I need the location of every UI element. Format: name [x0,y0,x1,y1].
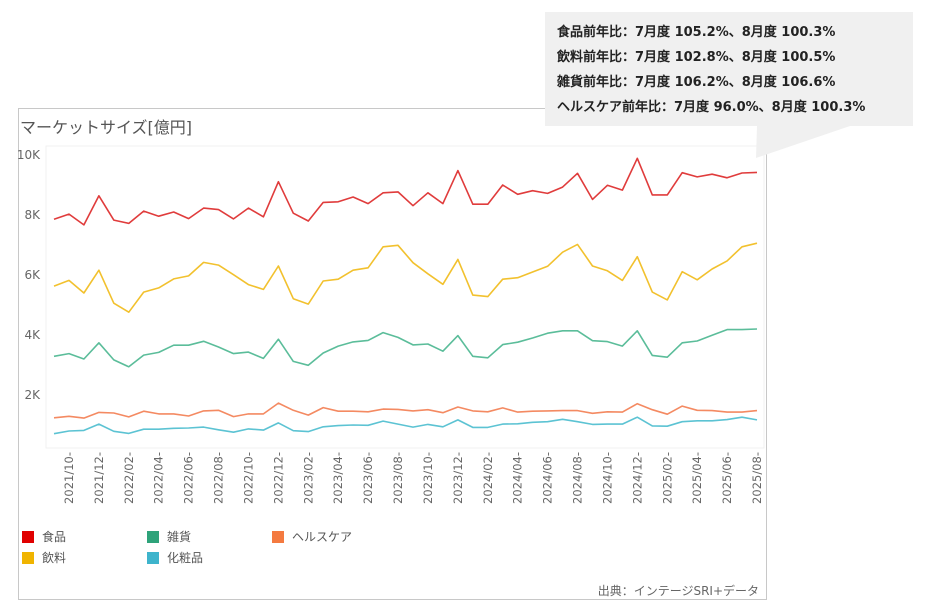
callout-line-food: 食品前年比：7月度 105.2%、8月度 100.3% [557,25,836,40]
y-tick-label: 6K [24,268,41,282]
callout-line-healthcare: ヘルスケア前年比：7月度 96.0%、8月度 100.3% [557,100,866,115]
legend-swatch [147,530,159,543]
y-tick-label: 4K [24,328,41,342]
x-tick-label: 2022/02- [122,452,136,504]
chart-frame [18,108,767,600]
x-tick-label: 2023/10- [421,452,435,504]
x-tick-label: 2024/04- [511,452,525,504]
legend-item-healthcare[interactable]: ヘルスケア [272,528,352,545]
x-tick-label: 2021/12- [92,452,106,504]
x-tick-label: 2024/08- [571,452,585,504]
series-line-化粧品[interactable] [53,416,758,435]
legend-swatch [272,530,284,543]
x-tick-label: 2023/02- [301,452,315,504]
x-tick-label: 2025/02- [660,452,674,504]
x-tick-label: 2025/04- [690,452,704,504]
legend-item-food[interactable]: 食品 [22,528,66,545]
x-tick-label: 2022/10- [241,452,255,504]
x-axis: 2021/10- 2021/12- 2022/02- 2022/04- 2022/06-… [62,452,764,504]
x-tick-label: 2023/12- [451,452,465,504]
x-tick-label: 2025/08- [750,452,764,504]
chart-title: マーケットサイズ[億円] [20,118,193,137]
legend-item-cosmetics[interactable]: 化粧品 [147,549,203,566]
legend-swatch [22,530,34,543]
legend-label: 雑貨 [167,530,192,544]
series-line-飲料[interactable] [53,242,758,314]
x-tick-label: 2025/06- [720,452,734,504]
legend-swatch [147,551,159,564]
y-tick-label: 10K [17,148,41,162]
x-tick-label: 2022/04- [152,452,166,504]
x-tick-label: 2024/10- [600,452,614,504]
x-tick-label: 2024/02- [481,452,495,504]
callout-line-sundries: 雑貨前年比：7月度 106.2%、8月度 106.6% [557,75,836,90]
legend-label: 化粧品 [167,551,204,565]
yoy-callout: 食品前年比：7月度 105.2%、8月度 100.3% 飲料前年比：7月度 10… [545,12,913,126]
callout-tail [756,126,850,158]
series-line-ヘルスケア[interactable] [53,402,758,419]
series-line-食品[interactable] [53,157,758,226]
series-lines [53,157,758,435]
y-axis: 2K 4K 6K 8K 10K [17,148,41,402]
x-tick-label: 2021/10- [62,452,76,504]
x-tick-label: 2023/06- [361,452,375,504]
legend: 食品 雑貨 ヘルスケア 飲料 化粧品 [22,528,422,568]
x-tick-label: 2023/08- [391,452,405,504]
x-tick-label: 2024/12- [630,452,644,504]
x-tick-label: 2024/06- [541,452,555,504]
y-tick-label: 8K [24,208,41,222]
plot-area [45,145,765,449]
series-line-雑貨[interactable] [53,328,758,368]
legend-item-sundries[interactable]: 雑貨 [147,528,191,545]
source-note: 出典：インテージSRI+データ [597,584,759,598]
x-tick-label: 2022/06- [182,452,196,504]
x-tick-label: 2022/08- [212,452,226,504]
legend-label: 食品 [42,530,67,544]
y-tick-label: 2K [24,388,41,402]
legend-label: 飲料 [42,551,67,565]
legend-item-beverage[interactable]: 飲料 [22,549,66,566]
callout-line-beverage: 飲料前年比：7月度 102.8%、8月度 100.5% [557,50,836,65]
legend-swatch [22,551,34,564]
legend-label: ヘルスケア [292,530,353,544]
x-tick-label: 2022/12- [271,452,285,504]
x-tick-label: 2023/04- [331,452,345,504]
